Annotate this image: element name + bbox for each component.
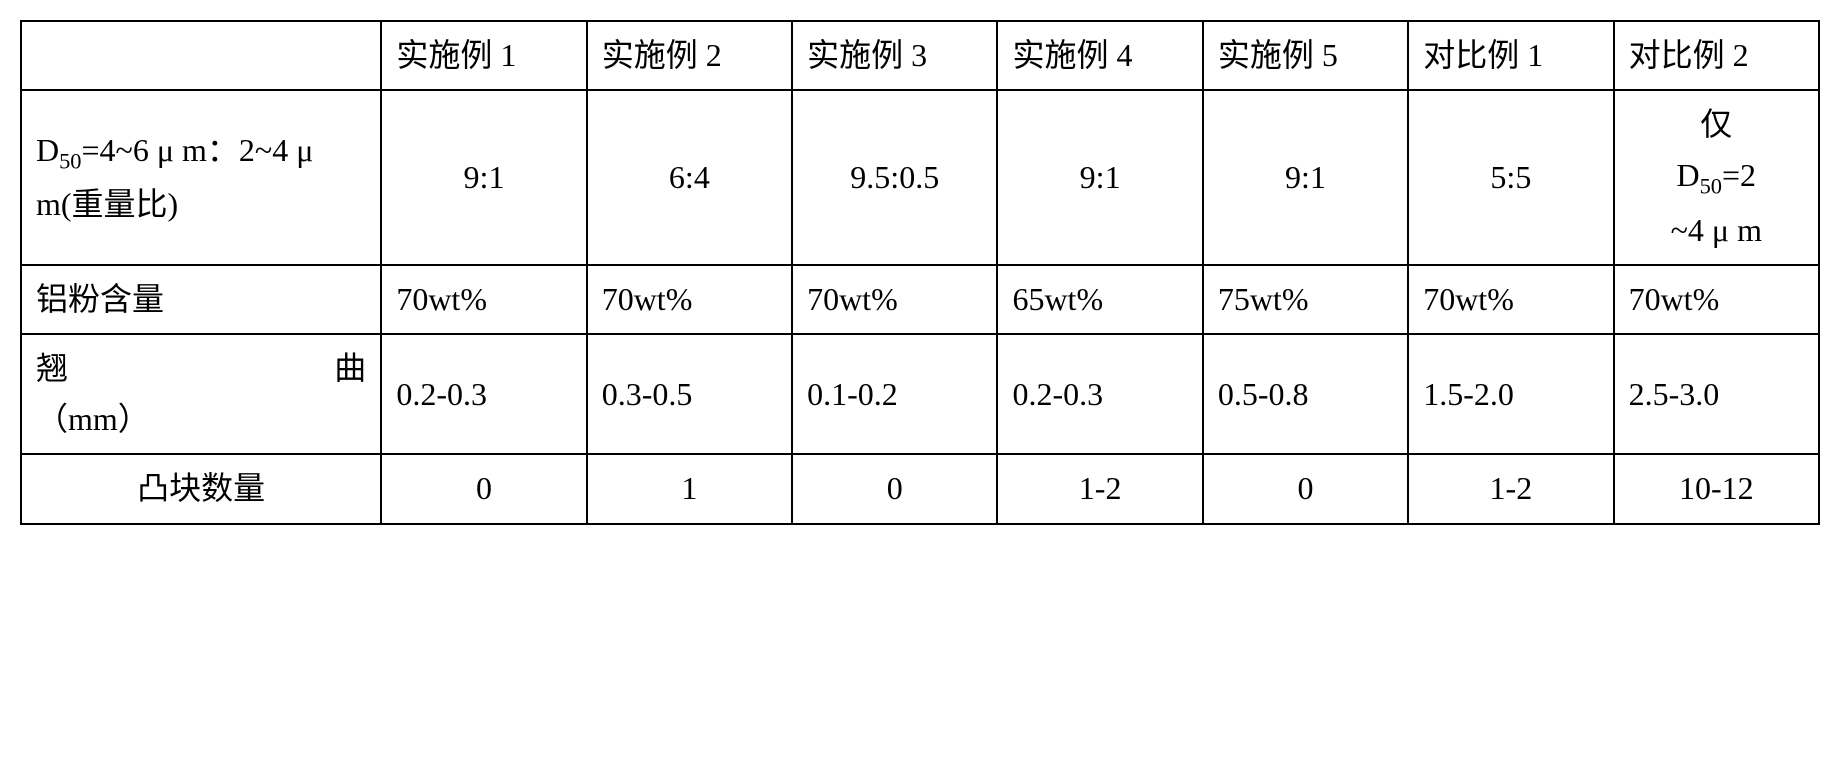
cell: 1.5-2.0 xyxy=(1408,334,1613,454)
header-cell: 实施例 2 xyxy=(587,21,792,90)
cell: 0 xyxy=(792,454,997,523)
table-header-row: 实施例 1 实施例 2 实施例 3 实施例 4 实施例 5 对比例 1 对比例 … xyxy=(21,21,1819,90)
data-table: 实施例 1 实施例 2 实施例 3 实施例 4 实施例 5 对比例 1 对比例 … xyxy=(20,20,1820,525)
cell: 9:1 xyxy=(1203,90,1408,265)
header-cell: 对比例 1 xyxy=(1408,21,1613,90)
cell: 65wt% xyxy=(997,265,1202,334)
header-cell: 实施例 5 xyxy=(1203,21,1408,90)
header-cell: 实施例 1 xyxy=(381,21,586,90)
cell: 仅D50=2~4 μ m xyxy=(1614,90,1819,265)
header-cell: 实施例 3 xyxy=(792,21,997,90)
cell: 0 xyxy=(381,454,586,523)
cell: 0.2-0.3 xyxy=(997,334,1202,454)
cell: 0.3-0.5 xyxy=(587,334,792,454)
row-label: 铝粉含量 xyxy=(21,265,381,334)
cell: 1-2 xyxy=(997,454,1202,523)
cell: 0.1-0.2 xyxy=(792,334,997,454)
header-cell-blank xyxy=(21,21,381,90)
cell: 1 xyxy=(587,454,792,523)
header-cell: 对比例 2 xyxy=(1614,21,1819,90)
table-row: 铝粉含量 70wt% 70wt% 70wt% 65wt% 75wt% 70wt%… xyxy=(21,265,1819,334)
table-row: 凸块数量 0 1 0 1-2 0 1-2 10-12 xyxy=(21,454,1819,523)
cell: 75wt% xyxy=(1203,265,1408,334)
cell: 70wt% xyxy=(1614,265,1819,334)
cell: 70wt% xyxy=(792,265,997,334)
cell: 9:1 xyxy=(997,90,1202,265)
cell: 70wt% xyxy=(381,265,586,334)
row-label: D50=4~6 μ m：2~4 μ m(重量比) xyxy=(21,90,381,265)
cell: 0.5-0.8 xyxy=(1203,334,1408,454)
cell: 5:5 xyxy=(1408,90,1613,265)
cell: 2.5-3.0 xyxy=(1614,334,1819,454)
cell: 0.2-0.3 xyxy=(381,334,586,454)
table-row: 翘 曲（mm） 0.2-0.3 0.3-0.5 0.1-0.2 0.2-0.3 … xyxy=(21,334,1819,454)
header-cell: 实施例 4 xyxy=(997,21,1202,90)
row-label: 凸块数量 xyxy=(21,454,381,523)
cell: 70wt% xyxy=(587,265,792,334)
cell: 9:1 xyxy=(381,90,586,265)
table-body: 实施例 1 实施例 2 实施例 3 实施例 4 实施例 5 对比例 1 对比例 … xyxy=(21,21,1819,524)
cell: 70wt% xyxy=(1408,265,1613,334)
cell: 0 xyxy=(1203,454,1408,523)
cell: 1-2 xyxy=(1408,454,1613,523)
cell: 6:4 xyxy=(587,90,792,265)
table-row: D50=4~6 μ m：2~4 μ m(重量比) 9:1 6:4 9.5:0.5… xyxy=(21,90,1819,265)
row-label: 翘 曲（mm） xyxy=(21,334,381,454)
cell: 9.5:0.5 xyxy=(792,90,997,265)
cell: 10-12 xyxy=(1614,454,1819,523)
